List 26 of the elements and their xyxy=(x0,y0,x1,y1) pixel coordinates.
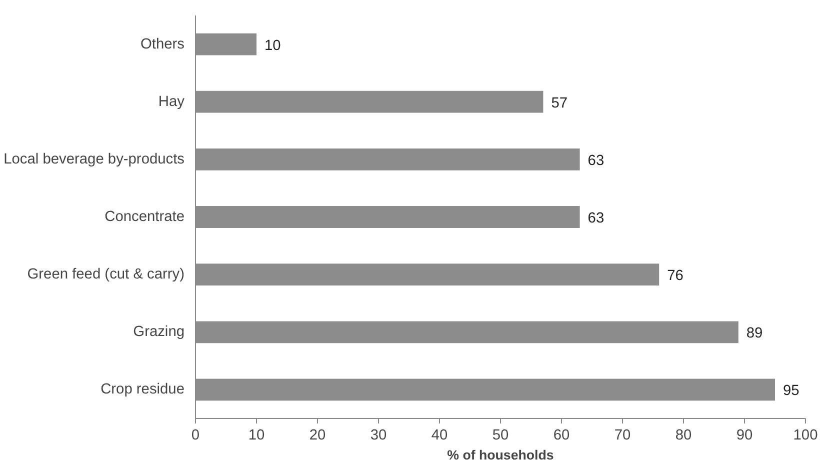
y-tick-label: Local beverage by-products xyxy=(4,151,185,168)
y-tick-label: Others xyxy=(140,36,184,52)
data-label: 57 xyxy=(551,95,568,112)
data-label: 76 xyxy=(667,268,684,284)
data-label: 63 xyxy=(588,210,604,226)
data-label: 63 xyxy=(588,152,604,169)
y-tick-label: Hay xyxy=(158,94,186,110)
data-label: 89 xyxy=(746,326,763,342)
x-tick-label: 0 xyxy=(191,428,200,444)
y-tick-label: Concentrate xyxy=(104,209,184,225)
x-tick-label: 90 xyxy=(736,428,753,444)
x-axis-title: % of households xyxy=(447,448,554,462)
x-tick-label: 20 xyxy=(309,428,326,444)
data-label: 95 xyxy=(783,383,800,400)
y-tick-label: Crop residue xyxy=(100,382,185,398)
y-tick-label: Green feed (cut & carry) xyxy=(27,266,185,283)
x-tick-label: 100 xyxy=(793,428,818,444)
y-tick-label: Grazing xyxy=(133,324,185,340)
x-tick-label: 50 xyxy=(492,428,509,444)
x-tick-label: 70 xyxy=(614,428,631,444)
x-tick-label: 10 xyxy=(248,428,265,444)
x-tick-label: 60 xyxy=(553,428,570,444)
x-tick-label: 80 xyxy=(675,428,692,444)
x-tick-label: 40 xyxy=(431,428,448,444)
x-tick-label: 30 xyxy=(370,428,387,444)
data-label: 10 xyxy=(264,38,281,54)
